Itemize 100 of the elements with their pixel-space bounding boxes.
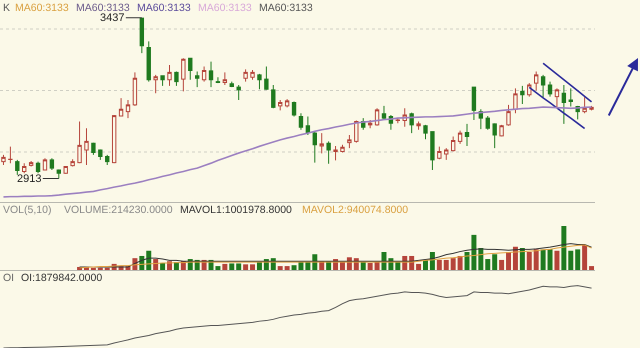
candlestick <box>430 131 435 170</box>
bar <box>250 264 256 270</box>
annotation: MA60:3133 <box>15 2 69 14</box>
bar <box>153 259 158 270</box>
candlestick <box>91 142 96 156</box>
annotation: 2913 <box>17 173 42 185</box>
candlestick <box>167 64 172 86</box>
candlestick <box>243 68 248 82</box>
bar <box>374 262 380 270</box>
bar <box>305 262 310 270</box>
bar <box>436 260 442 270</box>
bar <box>423 260 428 270</box>
bar <box>589 266 594 270</box>
candlestick <box>562 84 566 124</box>
candlestick <box>492 122 497 149</box>
bar <box>98 268 103 270</box>
candlestick <box>70 158 75 168</box>
candlestick <box>423 124 428 140</box>
bar <box>340 262 345 270</box>
candlestick <box>278 100 282 111</box>
bar <box>478 248 484 270</box>
bar <box>298 262 304 270</box>
candlestick <box>464 123 470 147</box>
bar <box>450 258 456 270</box>
candlestick <box>520 85 525 104</box>
candlestick <box>208 61 214 88</box>
candlestick <box>132 72 138 106</box>
bar <box>520 248 525 270</box>
candlestick <box>368 119 372 129</box>
candlestick <box>554 88 560 108</box>
candlestick <box>140 17 144 54</box>
candlestick <box>28 160 34 168</box>
bar <box>256 262 262 270</box>
candlestick <box>540 74 546 99</box>
candlestick <box>582 96 587 114</box>
bar <box>160 263 166 270</box>
candlestick <box>174 70 179 86</box>
annotation: MA60:3133 <box>76 2 130 14</box>
candlestick <box>98 148 103 160</box>
candlestick <box>499 124 504 137</box>
candlestick <box>320 132 324 154</box>
candlestick <box>340 144 345 153</box>
candlestick <box>326 140 331 164</box>
candlestick <box>222 72 228 86</box>
candlestick <box>105 154 110 166</box>
bar <box>499 260 504 270</box>
bar <box>278 266 283 270</box>
candlestick <box>250 69 255 80</box>
text: OI <box>3 272 14 284</box>
candlestick <box>444 148 448 160</box>
candlestick <box>126 100 130 119</box>
annotation: MA60:3133 <box>259 2 313 14</box>
candlestick <box>374 108 380 126</box>
bar <box>416 264 422 270</box>
candlestick <box>84 128 89 166</box>
candlestick <box>216 76 220 84</box>
candlestick <box>56 168 61 180</box>
candlestick <box>112 114 116 164</box>
candlestick <box>354 120 358 144</box>
text: VOLUME:214230.0000 <box>64 204 173 216</box>
annotation: MA60:3133 <box>198 2 252 14</box>
text: OI:1879842.0000 <box>21 272 102 284</box>
annotation: MA60:3133 <box>137 2 191 14</box>
candlestick <box>146 40 151 82</box>
candlestick <box>306 116 310 136</box>
text: MAVOL2:940074.8000 <box>302 204 408 216</box>
bar <box>471 234 476 270</box>
annotation: 3437 <box>100 12 124 24</box>
bar <box>582 245 588 270</box>
candlestick <box>458 130 462 144</box>
bar <box>554 250 560 270</box>
candlestick <box>513 88 518 114</box>
bar <box>360 262 366 270</box>
candlestick <box>153 74 158 94</box>
bar <box>561 226 566 270</box>
bar <box>506 252 512 270</box>
candlestick <box>472 86 476 120</box>
candlestick <box>22 162 26 174</box>
bar <box>548 249 553 270</box>
candlestick <box>548 81 552 98</box>
candlestick <box>486 115 490 130</box>
bar <box>464 252 470 270</box>
candlestick <box>230 81 234 88</box>
candlestick <box>416 120 421 130</box>
candlestick <box>568 88 573 107</box>
annotation: K <box>3 2 10 14</box>
candlestick <box>8 146 13 164</box>
candlestick <box>437 146 442 160</box>
candlestick <box>236 84 241 100</box>
bar <box>284 266 290 270</box>
candlestick <box>64 165 68 174</box>
bar <box>368 263 373 270</box>
candlestick <box>264 66 269 90</box>
candlestick <box>194 70 200 88</box>
bar <box>292 265 297 270</box>
candlestick <box>36 161 40 174</box>
text: VOL(5,10) <box>3 204 52 216</box>
candlestick <box>50 158 54 170</box>
candlestick <box>77 120 82 164</box>
candlestick <box>160 75 165 86</box>
